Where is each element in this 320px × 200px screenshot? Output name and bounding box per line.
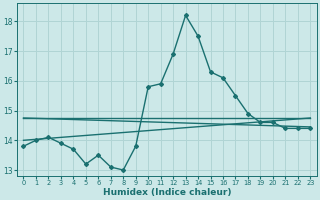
X-axis label: Humidex (Indice chaleur): Humidex (Indice chaleur)	[103, 188, 231, 197]
